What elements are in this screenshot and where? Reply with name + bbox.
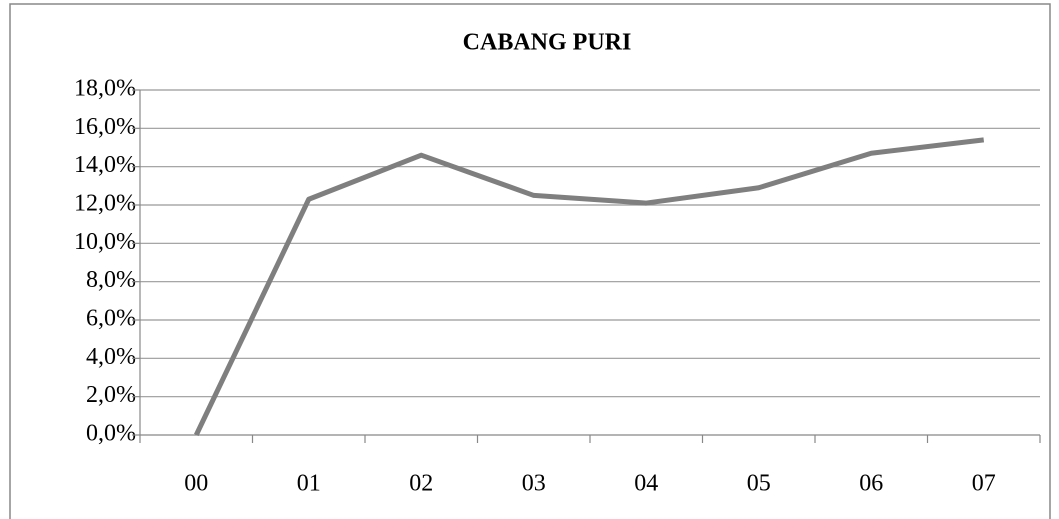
chart-frame bbox=[9, 3, 1051, 519]
y-tick-label: 10,0% bbox=[74, 229, 136, 255]
x-tick-label: 07 bbox=[972, 471, 996, 497]
x-tick-label: 04 bbox=[634, 471, 658, 497]
series-line bbox=[193, 137, 985, 437]
y-tick-label: 8,0% bbox=[86, 267, 136, 293]
y-tick-label: 14,0% bbox=[74, 152, 136, 178]
x-tick-label: 05 bbox=[747, 471, 771, 497]
x-tick-label: 00 bbox=[184, 471, 208, 497]
y-tick-label: 4,0% bbox=[86, 344, 136, 370]
x-tick-label: 06 bbox=[859, 471, 883, 497]
y-tick-label: 18,0% bbox=[74, 76, 136, 102]
x-tick-label: 03 bbox=[522, 471, 546, 497]
y-tick-label: 12,0% bbox=[74, 191, 136, 217]
x-tick-label: 02 bbox=[409, 471, 433, 497]
y-tick-label: 2,0% bbox=[86, 382, 136, 408]
chart-title: CABANG PURI bbox=[463, 30, 632, 56]
x-tick-label: 01 bbox=[297, 471, 321, 497]
y-tick-label: 0,0% bbox=[86, 421, 136, 447]
y-tick-label: 16,0% bbox=[74, 114, 136, 140]
y-tick-label: 6,0% bbox=[86, 306, 136, 332]
